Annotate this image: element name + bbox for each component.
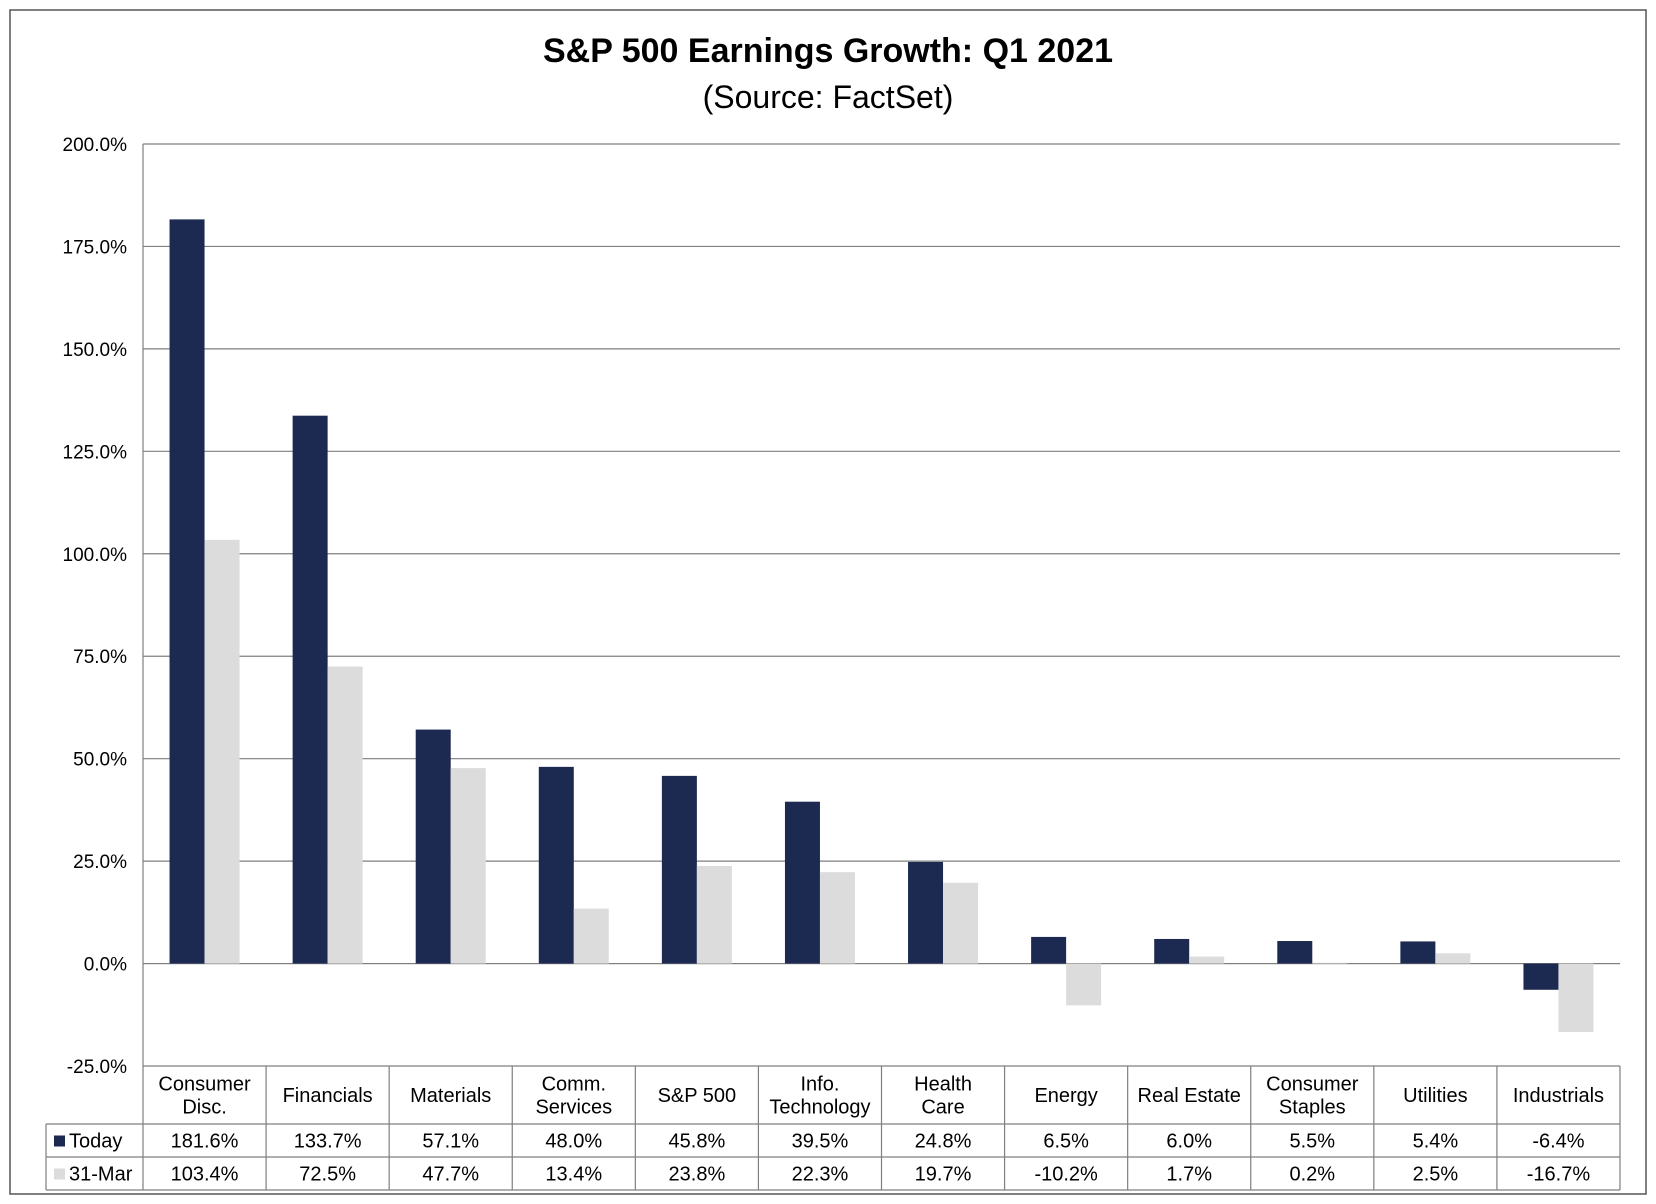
bar-31-mar <box>1558 963 1594 1032</box>
bar-31-mar <box>327 666 363 964</box>
chart-subtitle: (Source: FactSet) <box>703 79 954 115</box>
bars <box>169 219 1594 1032</box>
category-label: Health <box>914 1074 972 1096</box>
bar-31-mar <box>1312 962 1348 964</box>
bar-today <box>784 801 820 964</box>
category-label: Info. <box>800 1074 839 1096</box>
bar-31-mar <box>696 866 732 964</box>
bar-31-mar <box>819 872 855 964</box>
data-label: 48.0% <box>545 1131 602 1153</box>
bar-today <box>1031 936 1067 964</box>
category-label: Energy <box>1034 1085 1097 1107</box>
category-label: Real Estate <box>1138 1085 1241 1107</box>
bar-today <box>1400 941 1436 964</box>
category-label: Staples <box>1279 1097 1346 1119</box>
chart-title: S&P 500 Earnings Growth: Q1 2021 <box>543 32 1113 70</box>
data-label: 13.4% <box>545 1164 602 1186</box>
y-tick-label: 125.0% <box>63 442 128 463</box>
data-label: 0.2% <box>1289 1164 1335 1186</box>
category-label: Materials <box>410 1085 491 1107</box>
data-label: 181.6% <box>171 1131 239 1153</box>
bar-today <box>1154 938 1190 964</box>
bar-today <box>908 861 944 964</box>
data-label: 45.8% <box>669 1131 726 1153</box>
bar-31-mar <box>1189 956 1225 964</box>
y-tick-label: 200.0% <box>63 135 128 156</box>
data-label: 22.3% <box>792 1164 849 1186</box>
data-label: 5.4% <box>1413 1131 1459 1153</box>
data-label: 72.5% <box>299 1164 356 1186</box>
category-label: Industrials <box>1513 1085 1604 1107</box>
bar-31-mar <box>204 539 240 964</box>
bar-today <box>538 766 574 964</box>
data-label: 39.5% <box>792 1131 849 1153</box>
data-label: -16.7% <box>1527 1164 1591 1186</box>
category-label: Services <box>535 1097 612 1119</box>
data-label: 23.8% <box>669 1164 726 1186</box>
y-tick-label: 150.0% <box>63 340 128 361</box>
data-label: 6.5% <box>1043 1131 1089 1153</box>
legend-label: Today <box>69 1131 122 1153</box>
data-label: 1.7% <box>1166 1164 1212 1186</box>
bar-today <box>1277 941 1313 964</box>
legend-label: 31-Mar <box>69 1164 133 1186</box>
category-label: Comm. <box>542 1074 606 1096</box>
data-label: 103.4% <box>171 1164 239 1186</box>
chart-border <box>9 9 1647 1195</box>
bar-31-mar <box>1066 963 1102 1006</box>
bar-today <box>1523 963 1559 990</box>
y-tick-label: 50.0% <box>73 750 127 771</box>
legend-swatch <box>54 1135 65 1147</box>
bar-31-mar <box>1435 953 1471 964</box>
category-label: Financials <box>283 1085 373 1107</box>
category-label: Technology <box>769 1097 870 1119</box>
y-tick-label: 175.0% <box>63 237 128 258</box>
bar-today <box>292 415 328 964</box>
y-axis-ticks: 200.0% 175.0% 150.0% 125.0% 100.0% 75.0% 50.0%… <box>63 135 128 1078</box>
data-label: 133.7% <box>294 1131 362 1153</box>
legend-swatch <box>54 1168 65 1180</box>
gridlines <box>142 143 1620 1066</box>
y-tick-label: 100.0% <box>63 545 128 566</box>
bar-today <box>169 219 205 964</box>
data-label: 47.7% <box>422 1164 479 1186</box>
y-tick-label: 75.0% <box>73 647 127 668</box>
category-label: S&P 500 <box>658 1085 737 1107</box>
category-label: Disc. <box>182 1097 226 1119</box>
data-label: -10.2% <box>1034 1164 1098 1186</box>
bar-today <box>661 775 697 964</box>
bar-31-mar <box>450 768 486 964</box>
y-tick-label: 0.0% <box>84 955 127 976</box>
data-label: 19.7% <box>915 1164 972 1186</box>
data-label: -6.4% <box>1532 1131 1584 1153</box>
category-label: Utilities <box>1403 1085 1467 1107</box>
data-label: 2.5% <box>1413 1164 1459 1186</box>
y-tick-label: 25.0% <box>73 852 127 873</box>
category-label: Consumer <box>1266 1074 1359 1096</box>
bar-31-mar <box>943 882 979 964</box>
data-label: 6.0% <box>1166 1131 1212 1153</box>
y-tick-label: -25.0% <box>67 1057 127 1078</box>
data-label: 24.8% <box>915 1131 972 1153</box>
category-label: Consumer <box>158 1074 251 1096</box>
data-label: 5.5% <box>1289 1131 1335 1153</box>
bar-31-mar <box>573 908 609 964</box>
data-label: 57.1% <box>422 1131 479 1153</box>
category-label: Care <box>921 1097 964 1119</box>
bar-today <box>415 729 451 964</box>
